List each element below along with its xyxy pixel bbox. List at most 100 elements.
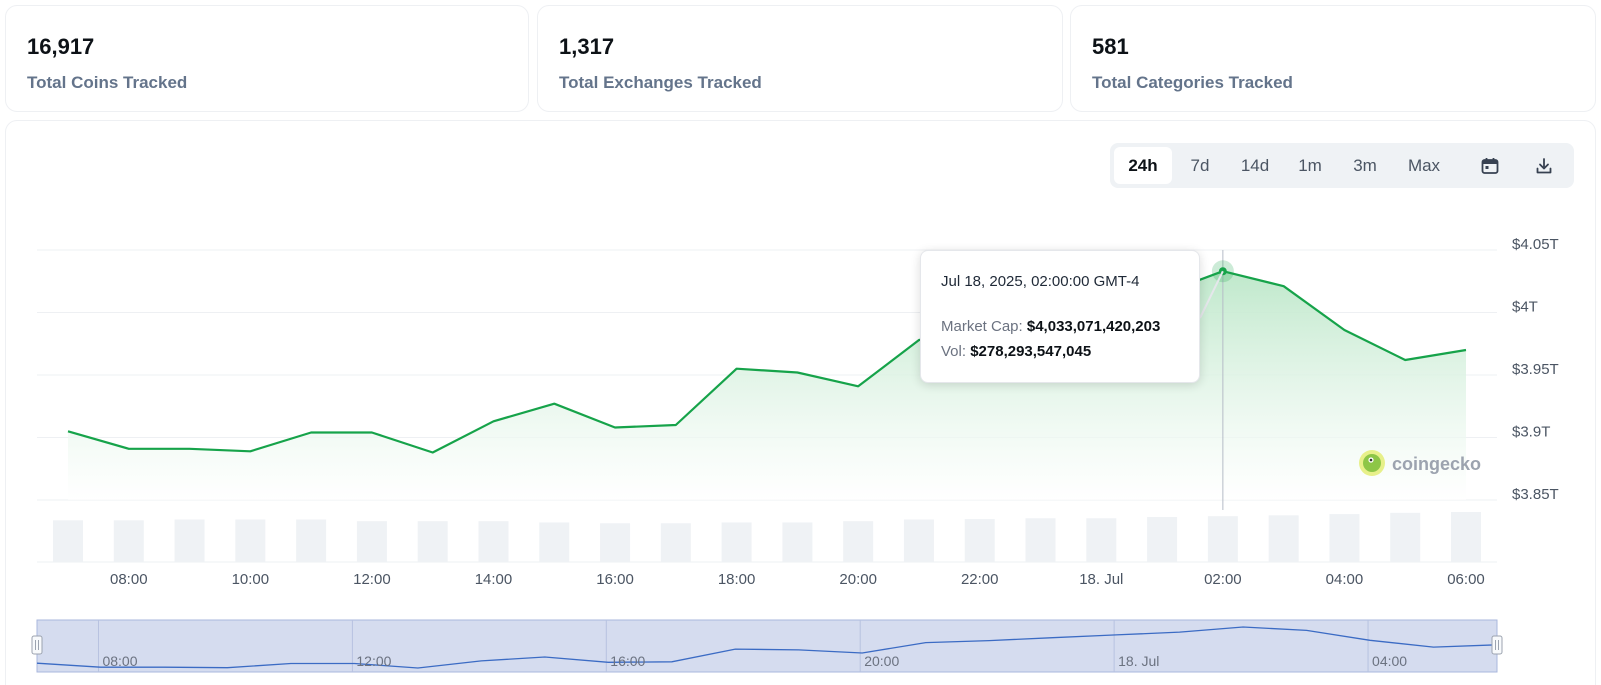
x-tick-label: 12:00 — [353, 571, 391, 588]
tooltip-connector — [1199, 270, 1224, 319]
x-tick-label: 20:00 — [839, 571, 877, 588]
volume-bar — [478, 521, 509, 562]
data-point — [552, 402, 556, 406]
stat-label: Total Coins Tracked — [27, 73, 188, 92]
x-tick-label: 04:00 — [1326, 571, 1364, 588]
tooltip-date: Jul 18, 2025, 02:00:00 GMT-4 — [941, 273, 1140, 290]
volume-bar — [964, 519, 995, 562]
navigator-label: 16:00 — [610, 653, 645, 669]
volume-bar — [1451, 512, 1481, 562]
stat-value: 1,317 — [559, 34, 615, 59]
navigator-bg — [36, 619, 1498, 673]
data-point — [1403, 358, 1407, 362]
tooltip-volume-value: $278,293,547,045 — [970, 343, 1092, 360]
range-btn-1m[interactable]: 1m — [1298, 156, 1322, 175]
volume-bar — [1147, 517, 1178, 562]
tooltip-market-cap-label: Market Cap: — [941, 318, 1023, 335]
stat-label: Total Categories Tracked — [1092, 73, 1293, 92]
volume-bar — [903, 519, 934, 562]
chart-tooltip: Jul 18, 2025, 02:00:00 GMT-4 Market Cap:… — [920, 250, 1200, 383]
data-point — [613, 426, 617, 430]
stat-card-coins: 16,917 Total Coins Tracked — [5, 5, 529, 112]
y-tick-label: $3.85T — [1512, 486, 1559, 503]
volume-bar — [417, 521, 448, 562]
navigator-label: 12:00 — [356, 653, 391, 669]
data-point — [370, 431, 374, 435]
volume-bar — [235, 519, 266, 562]
y-tick-label: $3.9T — [1512, 424, 1550, 441]
x-tick-label: 08:00 — [110, 571, 148, 588]
data-point — [1464, 348, 1468, 352]
data-point — [309, 431, 313, 435]
x-tick-label: 18:00 — [718, 571, 756, 588]
navigator-label: 20:00 — [864, 653, 899, 669]
range-btn-24h[interactable]: 24h — [1114, 147, 1172, 184]
navigator-label: 08:00 — [102, 653, 137, 669]
data-point — [431, 451, 435, 455]
tooltip-market-cap: Market Cap: $4,033,071,420,203 — [941, 318, 1160, 335]
x-tick-label: 14:00 — [475, 571, 513, 588]
y-tick-label: $4.05T — [1512, 236, 1559, 253]
data-point — [491, 419, 495, 423]
market-cap-area — [68, 271, 1466, 500]
volume-bar — [843, 521, 874, 562]
data-point — [856, 384, 860, 388]
volume-bar — [600, 523, 631, 562]
tooltip-volume-label: Vol: — [941, 343, 967, 360]
volume-bar — [1329, 514, 1360, 562]
volume-bar — [1025, 518, 1056, 562]
volume-bar — [1268, 515, 1299, 562]
range-btn-max[interactable]: Max — [1407, 156, 1441, 175]
volume-bar — [53, 520, 83, 562]
y-tick-label: $3.95T — [1512, 361, 1559, 378]
coingecko-logo — [1359, 450, 1385, 476]
x-tick-label: 18. Jul — [1079, 571, 1123, 588]
volume-bar — [1086, 518, 1117, 562]
navigator-handle-right[interactable] — [1491, 635, 1503, 655]
data-point — [735, 367, 739, 371]
tooltip-market-cap-value: $4,033,071,420,203 — [1026, 318, 1161, 335]
range-btn-14d[interactable]: 14d — [1240, 156, 1270, 175]
volume-bar — [782, 522, 813, 562]
stat-value: 581 — [1092, 34, 1129, 59]
x-tick-label: 06:00 — [1447, 571, 1485, 588]
stat-card-categories: 581 Total Categories Tracked — [1070, 5, 1596, 112]
volume-bar — [660, 523, 691, 562]
navigator-label: 18. Jul — [1118, 653, 1159, 669]
data-point — [795, 371, 799, 375]
navigator-label: 04:00 — [1372, 653, 1407, 669]
calendar-icon[interactable] — [1472, 147, 1508, 184]
volume-bar — [1207, 516, 1238, 562]
stat-card-exchanges: 1,317 Total Exchanges Tracked — [537, 5, 1063, 112]
x-tick-label: 16:00 — [596, 571, 634, 588]
data-point — [127, 447, 131, 451]
navigator-handle-left[interactable] — [31, 635, 43, 655]
x-tick-label: 22:00 — [961, 571, 999, 588]
navigator-line — [36, 626, 1498, 669]
data-point — [248, 449, 252, 453]
data-point — [188, 447, 192, 451]
volume-bar — [1390, 512, 1421, 562]
range-btn-3m[interactable]: 3m — [1353, 156, 1377, 175]
volume-bar — [174, 519, 205, 562]
y-tick-label: $4T — [1512, 299, 1538, 316]
data-point — [1282, 284, 1286, 288]
watermark-text: coingecko — [1392, 454, 1481, 474]
tooltip-volume: Vol: $278,293,547,045 — [941, 343, 1091, 360]
range-btn-7d[interactable]: 7d — [1190, 156, 1210, 175]
data-point — [674, 423, 678, 427]
volume-bar — [356, 521, 387, 562]
range-selector: 24h 7d 14d 1m 3m Max — [1110, 143, 1574, 188]
data-point — [1342, 328, 1346, 332]
stat-label: Total Exchanges Tracked — [559, 73, 762, 92]
volume-bar — [539, 522, 570, 562]
volume-bar — [113, 520, 144, 562]
volume-bar — [296, 519, 327, 562]
download-icon[interactable] — [1526, 147, 1562, 184]
x-tick-label: 02:00 — [1204, 571, 1242, 588]
x-tick-label: 10:00 — [232, 571, 270, 588]
volume-bar — [721, 522, 752, 562]
market-cap-line — [67, 270, 1467, 454]
stat-value: 16,917 — [27, 34, 95, 59]
